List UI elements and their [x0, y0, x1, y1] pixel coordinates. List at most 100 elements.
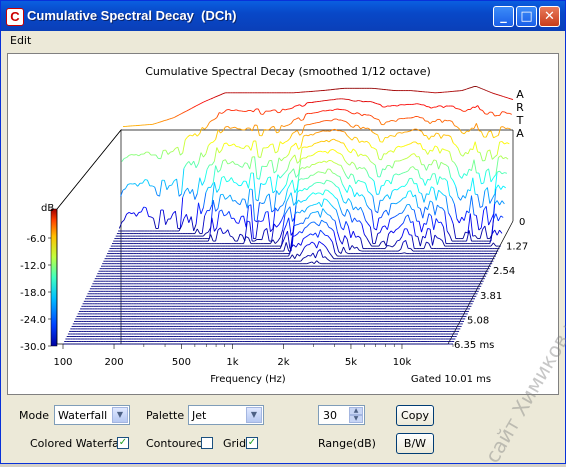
- slice-segment: [214, 228, 216, 232]
- slice-segment: [318, 132, 320, 133]
- slice-segment: [345, 132, 347, 136]
- slice-segment: [350, 138, 352, 140]
- slice-segment: [296, 174, 299, 177]
- slice-segment: [313, 233, 316, 235]
- slice-segment: [468, 214, 470, 234]
- slice-segment: [355, 218, 357, 222]
- slice-segment: [374, 181, 377, 194]
- maximize-button[interactable]: □: [516, 6, 537, 27]
- slice-segment: [236, 223, 238, 224]
- waterfall-slice: [112, 180, 502, 244]
- slice-segment: [124, 214, 126, 220]
- slice-segment: [286, 174, 288, 184]
- minimize-button[interactable]: _: [493, 6, 514, 27]
- slice-segment: [292, 236, 295, 237]
- close-button[interactable]: ✕: [539, 6, 560, 27]
- slice-segment: [331, 119, 333, 121]
- slice-segment: [400, 133, 403, 134]
- slice-segment: [186, 110, 188, 111]
- slice-segment: [498, 95, 500, 96]
- slice-segment: [351, 126, 353, 127]
- slice-segment: [227, 143, 229, 146]
- slice-segment: [426, 242, 428, 243]
- slice-segment: [281, 188, 283, 191]
- slice-segment: [285, 141, 287, 142]
- slice-segment: [355, 113, 357, 114]
- slice-segment: [217, 211, 219, 227]
- slice-segment: [329, 252, 331, 255]
- slice-segment: [290, 158, 293, 162]
- slice-segment: [375, 234, 378, 244]
- slice-segment: [350, 185, 353, 189]
- slice-segment: [236, 110, 239, 111]
- slice-segment: [344, 221, 347, 230]
- app-icon[interactable]: C: [6, 8, 24, 26]
- slice-segment: [451, 217, 453, 224]
- slice-segment: [429, 136, 431, 140]
- slice-segment: [398, 201, 400, 203]
- slice-segment: [280, 205, 282, 206]
- slice-segment: [475, 236, 477, 239]
- slice-segment: [203, 101, 206, 102]
- slice-segment: [228, 230, 230, 236]
- slice-segment: [289, 172, 292, 175]
- slice-segment: [145, 180, 148, 181]
- slice-segment: [481, 210, 483, 228]
- slice-segment: [185, 137, 187, 140]
- slice-segment: [424, 194, 426, 203]
- slice-segment: [367, 238, 369, 242]
- slice-segment: [213, 166, 215, 183]
- slice-segment: [326, 248, 329, 252]
- slice-segment: [353, 207, 355, 210]
- slice-segment: [235, 200, 237, 203]
- slice-segment: [225, 126, 227, 127]
- slice-segment: [266, 147, 268, 148]
- slice-segment: [322, 243, 324, 245]
- slice-segment: [339, 188, 341, 195]
- slice-segment: [418, 143, 421, 144]
- brand-letter: A: [516, 88, 524, 101]
- slice-segment: [284, 157, 286, 158]
- slice-segment: [450, 121, 453, 122]
- slice-segment: [322, 141, 325, 142]
- slice-segment: [327, 180, 329, 181]
- slice-segment: [203, 193, 206, 208]
- slice-segment: [485, 151, 487, 160]
- slice-segment: [272, 161, 274, 174]
- slice-segment: [361, 181, 364, 182]
- menu-edit[interactable]: Edit: [10, 34, 31, 47]
- slice-segment: [434, 133, 436, 137]
- slice-segment: [189, 161, 191, 165]
- slice-segment: [271, 110, 273, 111]
- slice-segment: [290, 180, 293, 185]
- slice-segment: [302, 228, 304, 233]
- slice-segment: [469, 196, 471, 213]
- slice-segment: [439, 134, 442, 139]
- slice-segment: [378, 233, 380, 234]
- slice-segment: [285, 109, 287, 110]
- slice-segment: [331, 255, 334, 258]
- slice-segment: [196, 163, 199, 168]
- slice-segment: [350, 245, 353, 250]
- slice-segment: [401, 173, 404, 174]
- slice-segment: [381, 212, 384, 218]
- slice-segment: [307, 206, 309, 208]
- y-tick-label: -6.0: [26, 234, 46, 245]
- slice-segment: [129, 212, 131, 213]
- slice-segment: [303, 257, 305, 258]
- title-bar[interactable]: C Cumulative Spectral Decay (DCh) _ □ ✕: [1, 1, 565, 31]
- slice-segment: [288, 185, 290, 189]
- slice-segment: [308, 214, 310, 219]
- slice-segment: [380, 169, 383, 177]
- slice-segment: [400, 237, 402, 241]
- slice-segment: [216, 96, 219, 97]
- slice-segment: [218, 170, 221, 173]
- slice-segment: [462, 174, 464, 179]
- slice-segment: [334, 139, 337, 141]
- slice-segment: [472, 128, 474, 129]
- slice-segment: [284, 126, 286, 127]
- slice-segment: [340, 131, 343, 132]
- slice-segment: [323, 209, 325, 212]
- slice-segment: [171, 151, 174, 152]
- slice-segment: [453, 106, 455, 108]
